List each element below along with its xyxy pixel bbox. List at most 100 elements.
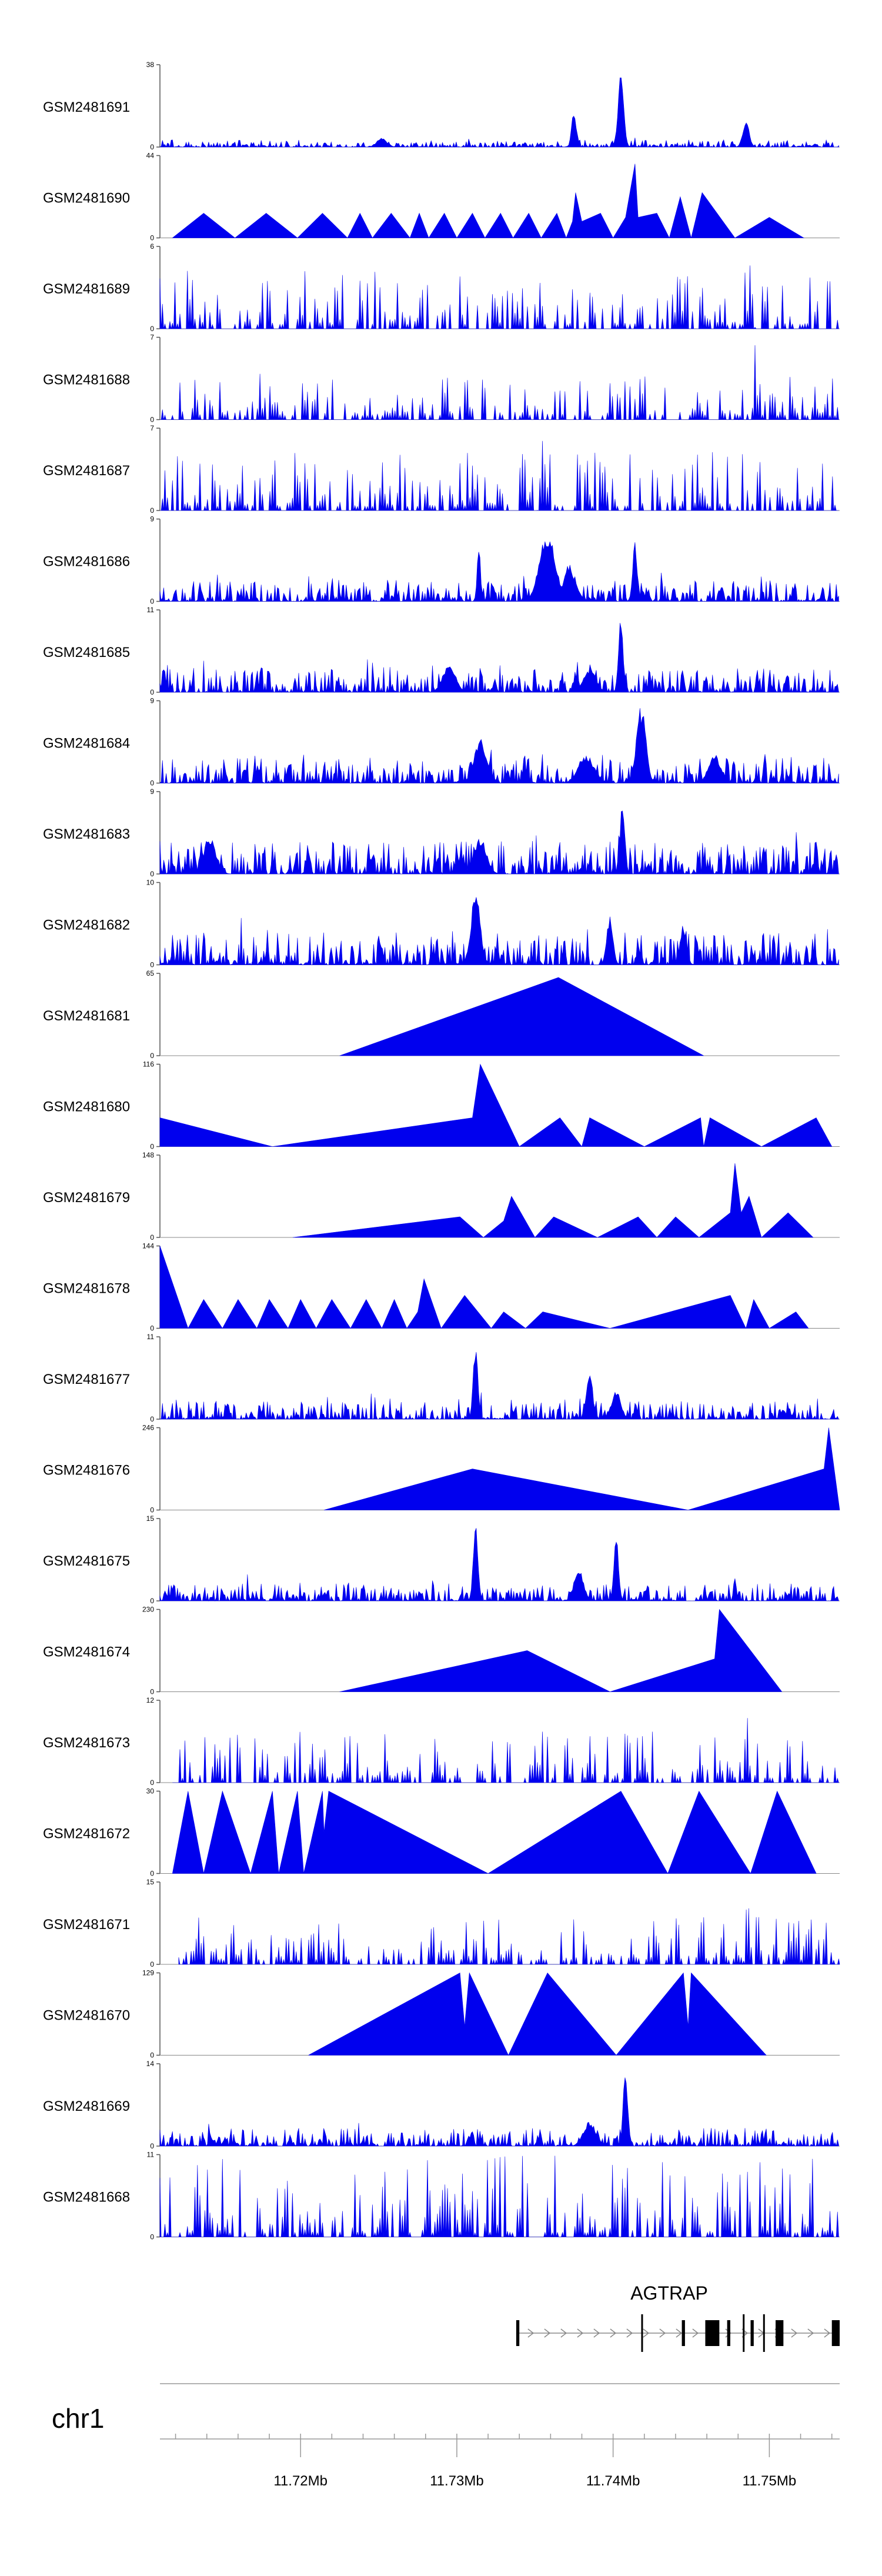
signal-area [159,810,839,875]
track-label: GSM2481678 [43,1281,130,1297]
signal-area [160,441,839,512]
gene-exon [776,2320,784,2346]
y-min-label: 0 [150,870,154,878]
genome-axis: 11.72Mb 11.73Mb 11.74Mb 11.75Mb [160,2383,840,2489]
y-min-label: 0 [150,688,154,696]
track-label: GSM2481668 [43,2190,130,2205]
signal-area [159,1063,833,1147]
y-min-label: 0 [150,2233,154,2241]
track-GSM2481681: GSM2481681 65 0 [43,969,840,1060]
track-GSM2481676: GSM2481676 246 0 [43,1424,840,1514]
signal-area [172,1790,817,1874]
signal-area [159,78,839,148]
track-label: GSM2481677 [43,1372,130,1387]
track-label: GSM2481672 [43,1826,130,1842]
y-max-label: 148 [142,1151,154,1159]
track-GSM2481682: GSM2481682 10 0 [43,879,840,969]
gene-exon [681,2320,685,2346]
strand-arrow [560,2328,567,2338]
y-max-label: 7 [150,424,154,432]
y-min-label: 0 [150,1233,154,1242]
track-label: GSM2481675 [43,1553,130,1569]
y-max-label: 15 [146,1878,155,1886]
strand-arrow [659,2328,666,2338]
y-max-label: 11 [147,2151,155,2159]
y-max-label: 11 [147,606,155,614]
track-label: GSM2481679 [43,1190,130,1206]
y-min-label: 0 [150,1052,154,1060]
y-max-label: 9 [150,788,154,796]
track-label: GSM2481682 [43,917,130,933]
signal-area [159,1352,839,1420]
y-min-label: 0 [150,234,154,242]
signal-area [172,163,804,239]
track-GSM2481671: GSM2481671 15 0 [43,1878,840,1968]
signal-area [308,1972,767,2056]
signal-area [159,897,839,966]
strand-arrow [692,2328,699,2338]
signal-area [159,2077,839,2147]
strand-arrow [676,2328,683,2338]
track-label: GSM2481681 [43,1008,130,1024]
track-label: GSM2481689 [43,281,130,297]
y-min-label: 0 [150,1324,154,1333]
track-label: GSM2481674 [43,1644,130,1660]
y-min-label: 0 [150,961,154,969]
signal-area [159,623,839,693]
y-max-label: 6 [150,242,154,251]
track-GSM2481687: GSM2481687 7 0 [43,424,840,515]
y-min-label: 0 [150,1415,154,1423]
strand-arrow [544,2328,551,2338]
track-GSM2481685: GSM2481685 11 0 [43,606,840,696]
track-label: GSM2481688 [43,372,130,388]
track-GSM2481684: GSM2481684 9 0 [43,697,840,788]
signal-area [159,1246,809,1329]
track-label: GSM2481686 [43,554,130,570]
y-min-label: 0 [150,2051,154,2060]
y-max-label: 9 [150,697,154,705]
track-GSM2481673: GSM2481673 12 0 [43,1696,840,1787]
signal-area [172,1718,839,1784]
track-label: GSM2481683 [43,826,130,842]
y-max-label: 14 [146,2060,155,2068]
data-tracks: GSM2481691380GSM2481690440GSM248168960GS… [43,61,840,2241]
y-min-label: 0 [150,1688,154,1696]
gene-exon [750,2320,754,2346]
y-max-label: 144 [142,1242,154,1250]
y-min-label: 0 [150,1778,154,1787]
y-max-label: 7 [150,333,154,342]
track-GSM2481690: GSM2481690 44 0 [43,152,840,242]
y-min-label: 0 [150,416,154,424]
y-max-label: 230 [142,1606,154,1614]
track-GSM2481669: GSM2481669 14 0 [43,2060,840,2150]
track-GSM2481678: GSM2481678 144 0 [43,1242,840,1333]
signal-area [339,977,704,1056]
track-GSM2481668: GSM2481668 11 0 [43,2151,840,2241]
y-max-label: 65 [146,969,155,977]
track-label: GSM2481691 [43,99,130,115]
track-GSM2481689: GSM2481689 6 0 [43,242,840,333]
gene-name: AGTRAP [630,2283,708,2304]
strand-arrow [577,2328,584,2338]
y-max-label: 116 [143,1060,154,1069]
track-GSM2481680: GSM2481680 116 0 [43,1060,840,1151]
axis-tick-label: 11.72Mb [273,2473,328,2489]
gene-exon [705,2320,720,2346]
track-GSM2481683: GSM2481683 9 0 [43,788,840,878]
y-min-label: 0 [150,143,154,151]
y-max-label: 38 [146,61,155,69]
y-max-label: 129 [142,1969,154,1977]
gene-exon-thin [763,2314,765,2352]
y-min-label: 0 [150,2142,154,2150]
y-max-label: 9 [150,515,154,523]
gene-track: AGTRAP [516,2283,840,2352]
strand-arrow [807,2328,814,2338]
track-label: GSM2481684 [43,736,130,752]
signal-area [159,265,839,330]
signal-area [159,541,839,602]
y-max-label: 30 [146,1787,155,1796]
strand-arrow [824,2328,831,2338]
gene-exon [516,2320,520,2346]
track-GSM2481670: GSM2481670 129 0 [43,1969,840,2060]
